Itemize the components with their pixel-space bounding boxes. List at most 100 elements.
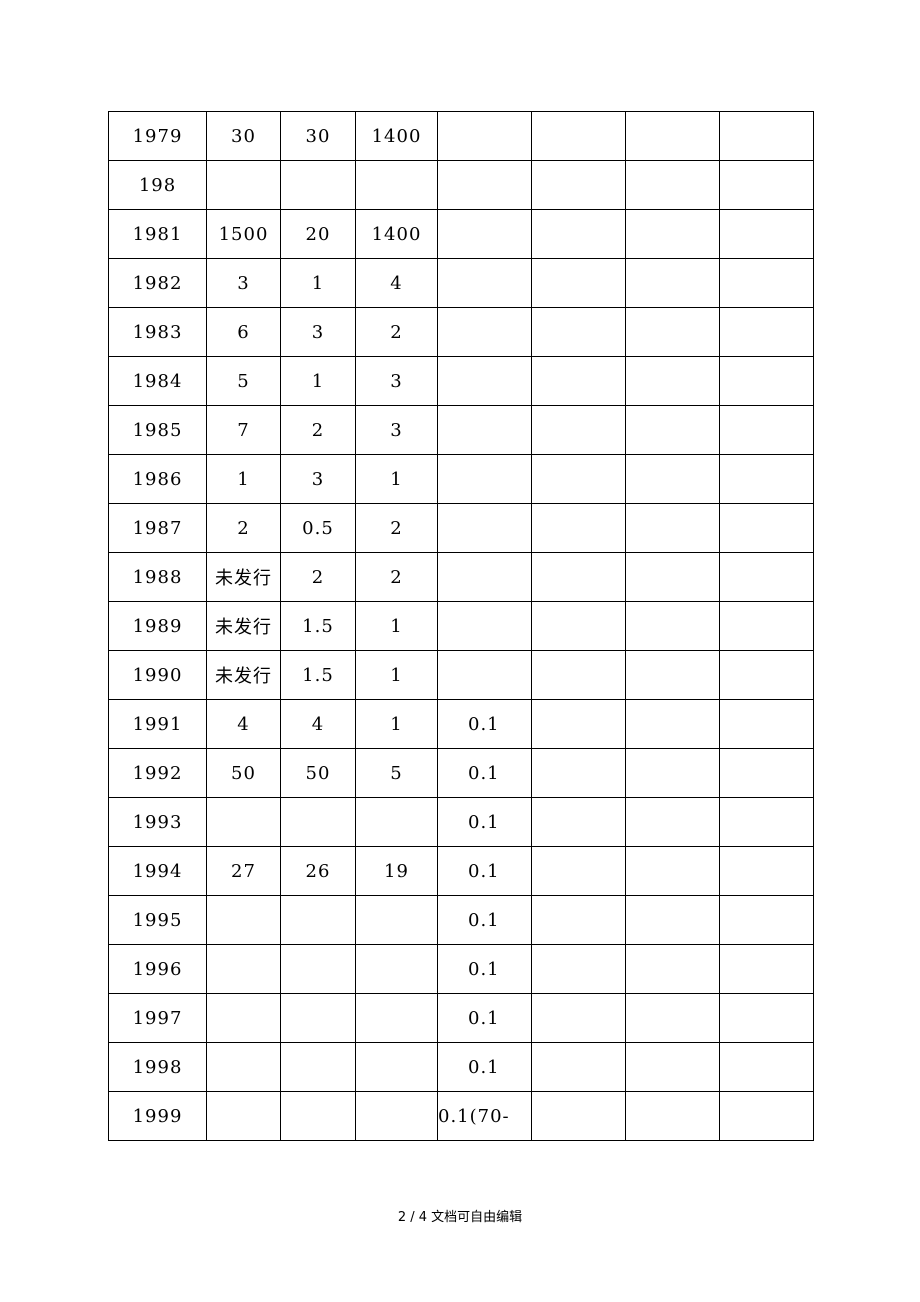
data-table: 1979 30 30 1400 198 1981 1500 20 1400 1982 3 1 4 1983… bbox=[108, 111, 814, 1141]
table-cell: 0.5 bbox=[280, 503, 356, 553]
year-cell: 1982 bbox=[108, 258, 207, 308]
table-row: 1994 27 26 19 0.1 bbox=[108, 846, 814, 896]
year-cell: 1989 bbox=[108, 601, 207, 651]
table-cell bbox=[531, 1042, 626, 1092]
table-row: 1997 0.1 bbox=[108, 993, 814, 1043]
table-cell bbox=[719, 111, 814, 161]
table-cell bbox=[206, 895, 281, 945]
year-cell: 1996 bbox=[108, 944, 207, 994]
table-cell: 2 bbox=[206, 503, 281, 553]
table-cell bbox=[531, 601, 626, 651]
table-cell: 3 bbox=[280, 454, 356, 504]
year-cell: 1991 bbox=[108, 699, 207, 749]
table-cell: 1400 bbox=[355, 209, 438, 259]
table-cell: 1400 bbox=[355, 111, 438, 161]
table-cell: 3 bbox=[206, 258, 281, 308]
table-cell bbox=[437, 307, 532, 357]
table-cell bbox=[719, 601, 814, 651]
table-cell: 0.1(70- bbox=[437, 1091, 532, 1141]
table-cell: 4 bbox=[355, 258, 438, 308]
table-row: 1996 0.1 bbox=[108, 944, 814, 994]
table-cell bbox=[625, 601, 720, 651]
table-row: 1991 4 4 1 0.1 bbox=[108, 699, 814, 749]
year-cell: 1992 bbox=[108, 748, 207, 798]
table-cell bbox=[206, 1042, 281, 1092]
table-row: 1995 0.1 bbox=[108, 895, 814, 945]
table-cell bbox=[206, 944, 281, 994]
table-cell: 0.1 bbox=[437, 699, 532, 749]
table-cell bbox=[437, 454, 532, 504]
year-cell: 1985 bbox=[108, 405, 207, 455]
table-cell bbox=[531, 503, 626, 553]
table-cell bbox=[719, 552, 814, 602]
table-row: 1989 未发行 1.5 1 bbox=[108, 601, 814, 651]
table-cell: 30 bbox=[280, 111, 356, 161]
year-cell: 1998 bbox=[108, 1042, 207, 1092]
table-cell bbox=[531, 748, 626, 798]
table-cell bbox=[625, 160, 720, 210]
table-row: 1992 50 50 5 0.1 bbox=[108, 748, 814, 798]
table-cell bbox=[719, 748, 814, 798]
table-row: 1983 6 3 2 bbox=[108, 307, 814, 357]
table-cell bbox=[355, 895, 438, 945]
table-cell bbox=[531, 405, 626, 455]
year-cell: 1979 bbox=[108, 111, 207, 161]
table-row: 1986 1 3 1 bbox=[108, 454, 814, 504]
year-cell: 1997 bbox=[108, 993, 207, 1043]
table-cell bbox=[531, 307, 626, 357]
table-cell bbox=[531, 356, 626, 406]
table-cell: 2 bbox=[280, 552, 356, 602]
table-cell: 1 bbox=[355, 601, 438, 651]
table-cell: 0.1 bbox=[437, 944, 532, 994]
table-row: 1999 0.1(70- bbox=[108, 1091, 814, 1141]
year-cell: 198 bbox=[108, 160, 207, 210]
table-row: 1981 1500 20 1400 bbox=[108, 209, 814, 259]
year-cell: 1993 bbox=[108, 797, 207, 847]
table-cell: 0.1 bbox=[437, 797, 532, 847]
table-cell bbox=[280, 944, 356, 994]
page-footer: 2 / 4 文档可自由编辑 bbox=[397, 1210, 523, 1225]
table-cell: 0.1 bbox=[437, 846, 532, 896]
table-cell bbox=[531, 944, 626, 994]
table-cell bbox=[625, 895, 720, 945]
table-cell bbox=[437, 111, 532, 161]
table-cell: 4 bbox=[280, 699, 356, 749]
table-cell: 5 bbox=[206, 356, 281, 406]
table-cell: 1 bbox=[280, 356, 356, 406]
table-cell: 3 bbox=[280, 307, 356, 357]
table-cell bbox=[625, 258, 720, 308]
table-cell bbox=[625, 944, 720, 994]
table-cell: 1 bbox=[355, 650, 438, 700]
table-cell bbox=[625, 356, 720, 406]
table-cell bbox=[531, 993, 626, 1043]
table-cell: 0.1 bbox=[437, 993, 532, 1043]
table-cell: 3 bbox=[355, 356, 438, 406]
table-cell: 未发行 bbox=[206, 650, 281, 700]
table-cell bbox=[280, 993, 356, 1043]
table-cell bbox=[719, 258, 814, 308]
table-cell bbox=[625, 748, 720, 798]
table-cell bbox=[531, 552, 626, 602]
table-cell bbox=[531, 846, 626, 896]
table-cell bbox=[625, 503, 720, 553]
table-row: 1985 7 2 3 bbox=[108, 405, 814, 455]
table-cell bbox=[437, 209, 532, 259]
table-cell bbox=[531, 160, 626, 210]
table-cell bbox=[719, 1042, 814, 1092]
table-cell bbox=[206, 1091, 281, 1141]
table-cell bbox=[625, 307, 720, 357]
year-cell: 1990 bbox=[108, 650, 207, 700]
table-cell bbox=[719, 405, 814, 455]
table-cell bbox=[531, 209, 626, 259]
table-cell bbox=[625, 650, 720, 700]
table-cell: 27 bbox=[206, 846, 281, 896]
table-cell bbox=[625, 797, 720, 847]
table-cell bbox=[437, 601, 532, 651]
table-cell bbox=[437, 258, 532, 308]
table-cell bbox=[437, 356, 532, 406]
table-cell bbox=[531, 895, 626, 945]
table-row: 1998 0.1 bbox=[108, 1042, 814, 1092]
table-cell bbox=[531, 1091, 626, 1141]
table-cell: 19 bbox=[355, 846, 438, 896]
table-row: 1993 0.1 bbox=[108, 797, 814, 847]
